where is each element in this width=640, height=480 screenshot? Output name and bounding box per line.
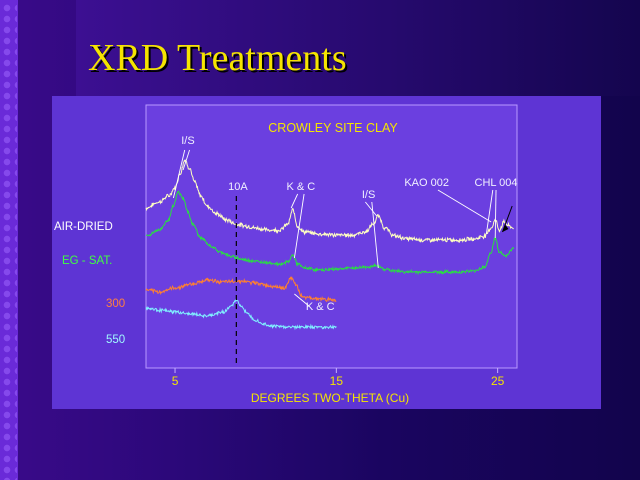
annotation-leader-line (293, 193, 305, 259)
annotation-label: I/S (181, 135, 194, 147)
chl-arrow-shaft (502, 205, 513, 233)
x-tick-label: 5 (172, 374, 179, 388)
chart-title: CROWLEY SITE CLAY (268, 121, 398, 135)
annotation-leader-line (182, 149, 190, 171)
series-line-0 (145, 159, 514, 243)
slide-title-band (76, 0, 640, 96)
annotation-leader-line (371, 201, 379, 269)
annotation-label: K & C (306, 301, 335, 313)
annotation-label: K & C (286, 181, 315, 193)
annotation-leader-line (290, 193, 299, 209)
annotation-label: KAO 002 (404, 177, 449, 189)
plot-area (145, 104, 518, 369)
x-tick-label: 15 (330, 374, 344, 388)
series-line-2 (145, 276, 337, 303)
series-label: EG - SAT. (62, 255, 112, 267)
annotation-label: CHL 004 (475, 177, 518, 189)
annotation-leader-line (494, 189, 497, 239)
series-label: 300 (106, 298, 125, 310)
x-tick-label: 25 (491, 374, 505, 388)
annotation-label: 10A (228, 181, 248, 193)
annotation-leader-line (437, 189, 492, 223)
series-label: 550 (106, 334, 125, 346)
series-line-3 (145, 298, 337, 331)
slide-title: XRD Treatments (88, 37, 347, 79)
annotation-leader-line (485, 189, 494, 235)
annotation-leader-line (365, 201, 378, 217)
series-label: AIR-DRIED (54, 221, 113, 233)
annotation-leader-line (172, 149, 186, 199)
annotation-label: I/S (362, 189, 375, 201)
slide-dot-pattern (3, 4, 17, 480)
x-axis-label: DEGREES TWO-THETA (Cu) (251, 391, 409, 405)
series-line-1 (145, 190, 514, 276)
annotation-leader-line (294, 293, 310, 307)
chl-arrowhead (502, 225, 509, 232)
